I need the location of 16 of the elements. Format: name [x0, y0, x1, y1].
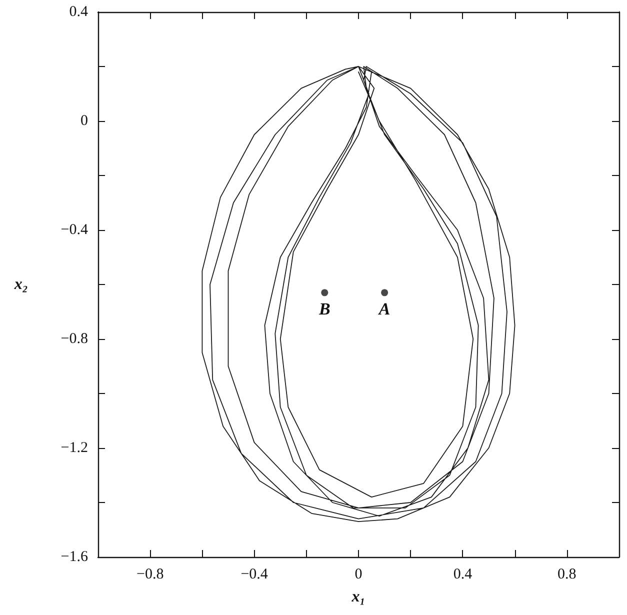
y-tick-label: 0: [80, 113, 88, 129]
y-tick-label: −1.2: [60, 440, 88, 456]
annotation: B: [318, 300, 330, 319]
x-tick-label: −0.8: [136, 566, 164, 582]
y-tick-label: −0.8: [60, 331, 88, 347]
y-axis-title: x₂: [13, 276, 28, 293]
y-tick-label: −0.4: [60, 222, 88, 238]
x-axis-title: x₁: [350, 588, 366, 606]
x-tick-label: 0.8: [558, 566, 576, 582]
y-tick-label: 0.4: [69, 4, 88, 20]
x-tick-label: −0.4: [240, 566, 268, 582]
line-series: [202, 66, 516, 522]
annotation: A: [378, 300, 390, 319]
x-tick-label: 0.4: [453, 566, 473, 582]
x-tick-label: 0: [354, 566, 362, 582]
y-tick-label: −1.6: [60, 549, 88, 565]
